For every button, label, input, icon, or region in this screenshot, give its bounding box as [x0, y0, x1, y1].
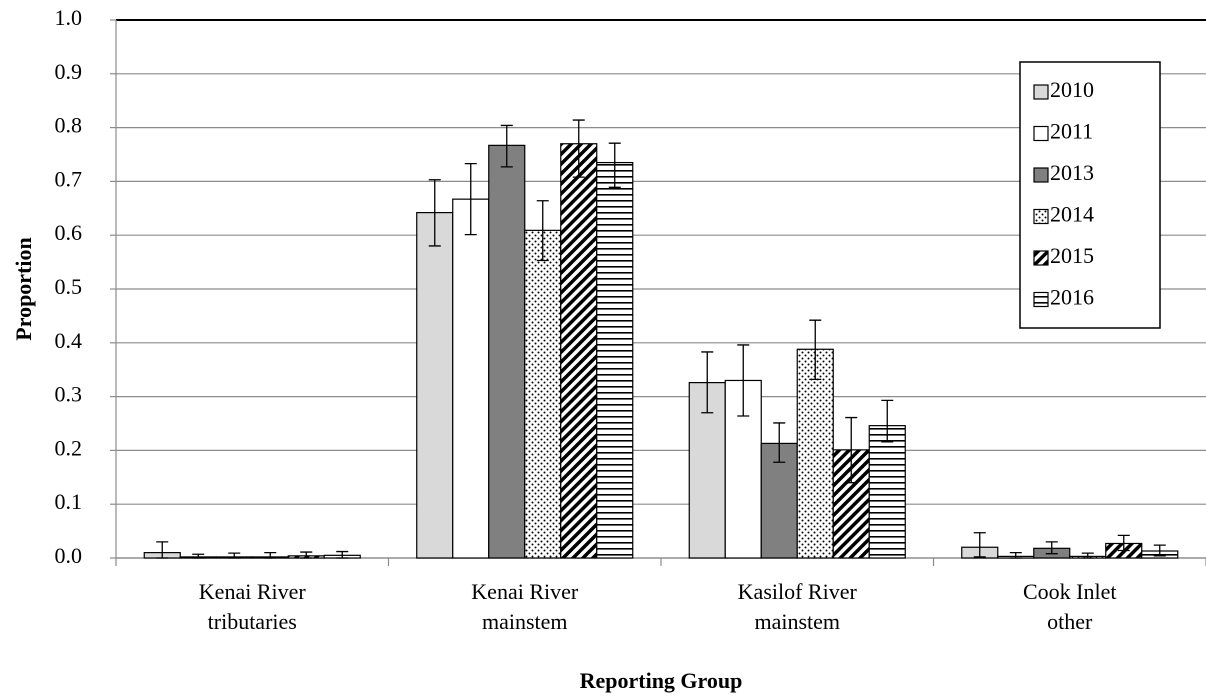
legend-label: 2013 — [1050, 160, 1094, 185]
bar — [596, 161, 634, 559]
x-tick-label: Cook Inlet other — [1023, 579, 1117, 634]
error-bar — [1009, 551, 1022, 559]
y-tick-label: 1.0 — [55, 5, 83, 30]
x-tick-label: Kenai River tributaries — [198, 579, 306, 634]
y-tick-label: 0.1 — [55, 489, 83, 514]
legend-swatch — [1033, 84, 1049, 100]
error-bar — [1045, 541, 1058, 555]
bar — [796, 348, 834, 559]
bar — [488, 144, 526, 559]
bar — [560, 143, 598, 559]
error-bar — [809, 319, 822, 381]
error-bar — [156, 541, 169, 559]
y-tick-label: 0.4 — [55, 328, 83, 353]
error-bar — [572, 119, 585, 178]
bar — [524, 229, 562, 559]
y-tick-label: 0.7 — [55, 166, 83, 191]
error-bar — [428, 179, 441, 247]
bar — [452, 198, 490, 559]
error-bar — [500, 124, 513, 168]
legend-label: 2014 — [1050, 202, 1094, 227]
error-bar — [1117, 534, 1130, 552]
x-tick-label: Kenai River mainstem — [471, 579, 579, 634]
error-bar — [300, 551, 313, 559]
legend-label: 2015 — [1050, 243, 1094, 268]
error-bar — [701, 351, 714, 414]
legend-swatch — [1033, 291, 1049, 308]
error-bar — [773, 422, 786, 463]
error-bar — [1153, 544, 1166, 557]
error-bar — [264, 551, 277, 559]
legend-label: 2011 — [1050, 119, 1093, 144]
legend-box — [1019, 61, 1161, 329]
legend-label: 2016 — [1050, 285, 1094, 310]
error-bar — [536, 200, 549, 262]
x-axis-title: Reporting Group — [580, 668, 743, 693]
legend-swatch — [1033, 167, 1049, 183]
legend-swatch — [1033, 208, 1049, 225]
legend-swatch — [1033, 125, 1049, 142]
y-tick-label: 0.8 — [55, 113, 83, 138]
error-bar — [737, 344, 750, 417]
y-tick-label: 0.6 — [55, 220, 83, 245]
error-bar — [845, 416, 858, 484]
error-bar — [228, 552, 241, 559]
error-bar — [1081, 552, 1094, 559]
error-bar — [608, 142, 621, 188]
error-bar — [973, 532, 986, 558]
y-tick-label: 0.0 — [55, 543, 83, 568]
legend-swatch — [1033, 250, 1049, 266]
x-tick-label: Kasilof River mainstem — [737, 579, 857, 634]
y-tick-label: 0.2 — [55, 435, 83, 460]
y-tick-label: 0.9 — [55, 59, 83, 84]
y-axis-title: Proportion — [11, 237, 36, 340]
bar — [724, 379, 762, 559]
bar — [416, 212, 454, 559]
y-tick-label: 0.5 — [55, 274, 83, 299]
y-tick-label: 0.3 — [55, 382, 83, 407]
error-bar — [336, 550, 349, 559]
legend-label: 2010 — [1050, 77, 1094, 102]
error-bar — [192, 553, 205, 559]
error-bar — [464, 162, 477, 236]
error-bar — [881, 399, 894, 443]
bar — [868, 425, 906, 559]
